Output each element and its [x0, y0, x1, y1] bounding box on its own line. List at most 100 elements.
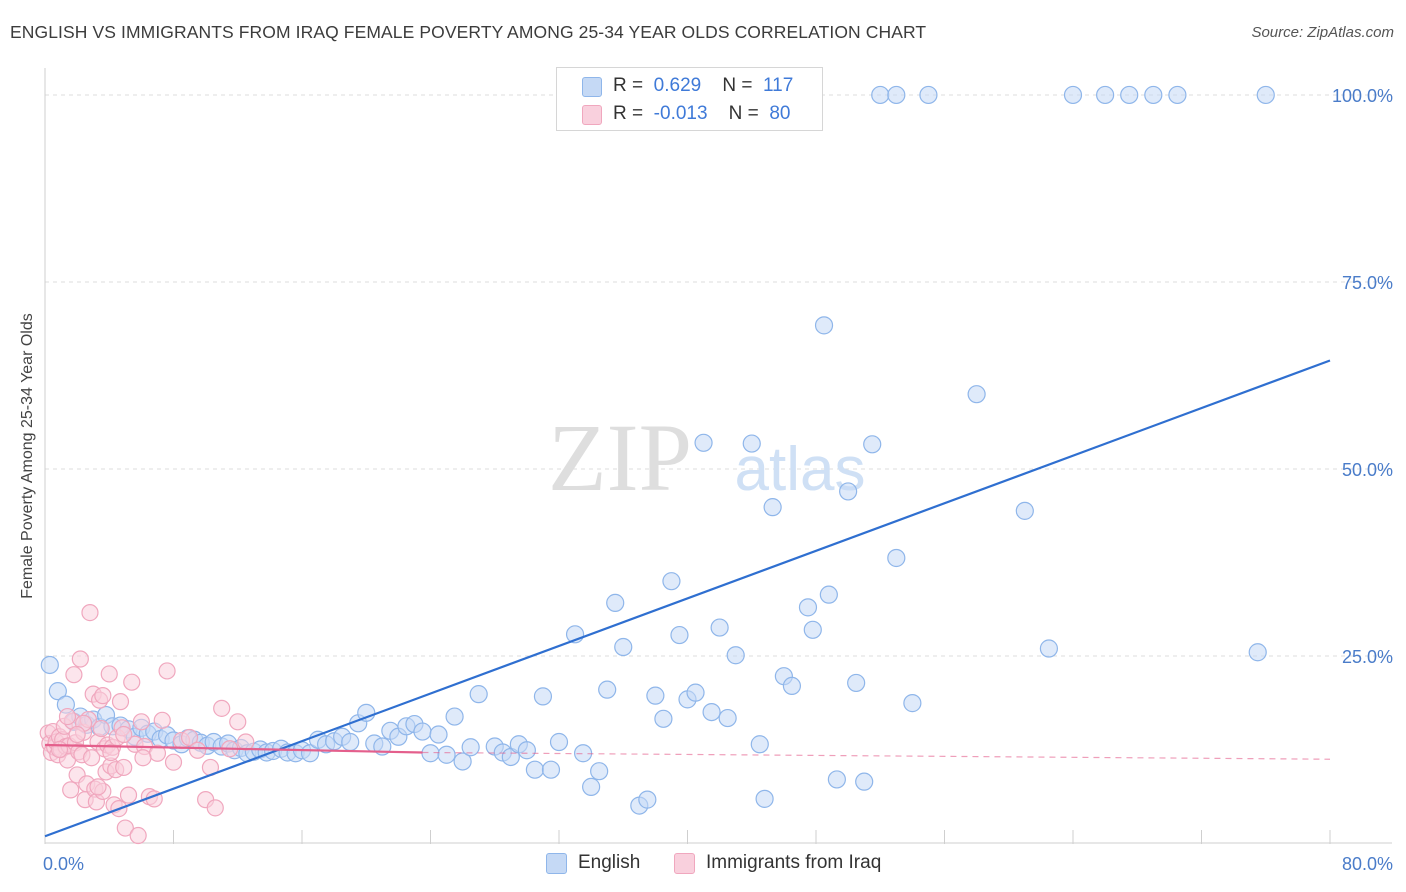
iraq-point: [62, 781, 80, 799]
english-point: [598, 680, 617, 699]
iraq-point: [153, 711, 171, 729]
english-point: [1039, 639, 1059, 658]
axes: [44, 68, 1392, 844]
english-point: [710, 618, 729, 637]
y-tick-label: 75.0%: [1342, 273, 1393, 293]
english-point: [803, 620, 822, 639]
english-point: [855, 772, 874, 791]
iraq-point: [158, 662, 176, 680]
r-value-english: 0.629: [653, 75, 702, 96]
iraq-point: [50, 740, 69, 759]
english-point: [654, 709, 673, 728]
iraq-point: [206, 799, 224, 817]
english-point: [1248, 643, 1267, 662]
english-point: [1168, 85, 1187, 105]
iraq-point: [82, 749, 101, 767]
english-point: [40, 655, 59, 675]
grid-lines: [45, 94, 1392, 657]
iraq-point: [81, 604, 99, 622]
iraq-point: [115, 725, 133, 744]
english-point: [694, 433, 713, 452]
iraq-point: [65, 666, 83, 684]
english-point: [582, 777, 601, 796]
legend-item-iraq[interactable]: Immigrants from Iraq: [674, 852, 881, 874]
english-point: [638, 790, 657, 809]
english-point: [421, 744, 440, 763]
r-label: R =: [613, 103, 644, 124]
english-point: [871, 85, 890, 105]
iraq-point: [58, 707, 77, 726]
english-trend-line: [44, 359, 1331, 838]
source-credit: Source: ZipAtlas.com: [1251, 24, 1394, 41]
r-value-iraq: -0.013: [653, 103, 708, 124]
iraq-point: [115, 758, 133, 777]
english-point: [614, 637, 633, 657]
iraq-trend-extension: [422, 751, 1331, 760]
r-label: R =: [613, 75, 644, 96]
iraq-point: [116, 819, 134, 837]
english-point: [525, 760, 545, 779]
english-point: [686, 683, 705, 702]
legend-label-iraq: Immigrants from Iraq: [706, 852, 882, 873]
iraq-point: [102, 743, 120, 762]
english-point: [814, 316, 834, 335]
iraq-point: [129, 826, 147, 845]
iraq-point: [94, 687, 112, 705]
english-point: [782, 676, 802, 696]
english-point: [847, 673, 866, 693]
english-point: [726, 646, 745, 665]
iraq-point: [71, 650, 89, 668]
english-point: [1120, 85, 1139, 105]
english-point: [357, 703, 376, 722]
english-point: [1063, 85, 1083, 105]
english-point: [445, 707, 464, 726]
iraq-point: [68, 725, 86, 744]
iraq-point: [180, 728, 199, 747]
x-tick-label: 0.0%: [43, 854, 84, 874]
y-tick-label: 100.0%: [1332, 86, 1393, 106]
english-point: [541, 760, 561, 779]
legend-swatch-iraq: [674, 852, 695, 874]
english-point: [755, 789, 774, 808]
english-point: [429, 725, 448, 744]
legend-swatch-english: [546, 852, 567, 874]
tick-labels: 25.0% 50.0% 75.0% 100.0% 0.0% 80.0%: [43, 86, 1393, 874]
english-point: [827, 770, 846, 789]
english-point: [839, 482, 858, 501]
legend: English Immigrants from Iraq: [0, 852, 1406, 878]
chart-title: ENGLISH VS IMMIGRANTS FROM IRAQ FEMALE P…: [10, 22, 927, 42]
iraq-point: [229, 713, 247, 731]
iraq-point: [134, 749, 152, 767]
english-swatch: [582, 77, 602, 97]
english-point: [887, 548, 906, 568]
iraq-point: [100, 665, 118, 683]
iraq-point: [89, 778, 107, 796]
english-point: [469, 685, 488, 704]
stats-text-english: R = 0.629 N = 117: [613, 75, 793, 97]
english-point: [1015, 501, 1034, 520]
english-point: [517, 741, 536, 760]
y-tick-label: 25.0%: [1342, 647, 1393, 667]
n-value-english: 117: [763, 75, 794, 96]
iraq-swatch: [582, 105, 602, 125]
english-point: [1096, 85, 1115, 105]
english-point: [919, 85, 938, 105]
english-point: [606, 593, 625, 612]
iraq-trend-line: [44, 743, 423, 754]
n-label: N =: [722, 75, 753, 96]
english-point: [718, 708, 737, 728]
english-point: [48, 682, 67, 701]
iraq-point: [119, 786, 138, 804]
y-tick-label: 50.0%: [1342, 460, 1393, 480]
english-point: [549, 732, 569, 752]
iraq-point: [188, 741, 207, 759]
legend-label-english: English: [578, 852, 641, 873]
english-point: [461, 738, 480, 757]
watermark-zip: ZIP: [548, 404, 692, 511]
legend-item-english[interactable]: English: [546, 852, 640, 874]
english-point: [863, 435, 882, 454]
english-point: [670, 625, 689, 645]
english-point: [798, 598, 818, 617]
n-label: N =: [728, 103, 759, 124]
